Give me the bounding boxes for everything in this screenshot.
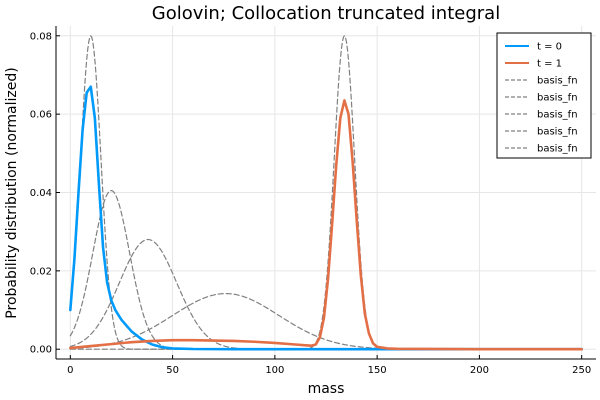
y-tick-label: 0.04 bbox=[30, 188, 52, 199]
legend-label: basis_fn bbox=[537, 76, 578, 87]
tick-labels: 0 50 100 150 200 250 0.00 0.02 0.04 0.06 0.08 bbox=[30, 31, 591, 376]
x-tick-label: 150 bbox=[368, 365, 387, 376]
x-tick-label: 200 bbox=[470, 365, 489, 376]
plot-series bbox=[69, 35, 583, 351]
chart-title: Golovin; Collocation truncated integral bbox=[152, 3, 500, 24]
legend: t = 0 t = 1 basis_fn basis_fn basis_fn basis_… bbox=[496, 32, 592, 159]
x-tick-label: 100 bbox=[265, 365, 284, 376]
legend-label: basis_fn bbox=[537, 127, 578, 138]
legend-label: t = 1 bbox=[537, 59, 562, 70]
x-tick-label: 50 bbox=[166, 365, 179, 376]
x-axis-label: mass bbox=[308, 381, 345, 397]
legend-label: basis_fn bbox=[537, 144, 578, 155]
y-axis-label: Probability distribution (normalized) bbox=[4, 67, 20, 318]
legend-box bbox=[496, 32, 592, 159]
series-line bbox=[69, 99, 583, 351]
y-tick-label: 0.00 bbox=[30, 345, 52, 356]
basis-fn-line bbox=[69, 189, 583, 350]
y-tick-label: 0.02 bbox=[30, 266, 52, 277]
x-tick-label: 0 bbox=[67, 365, 73, 376]
legend-label: t = 0 bbox=[537, 42, 562, 53]
series-line bbox=[69, 85, 583, 351]
legend-label: basis_fn bbox=[537, 93, 578, 104]
y-tick-label: 0.06 bbox=[30, 110, 52, 121]
legend-label: basis_fn bbox=[537, 110, 578, 121]
x-tick-label: 250 bbox=[572, 365, 591, 376]
axes bbox=[55, 26, 596, 360]
y-tick-label: 0.08 bbox=[30, 31, 52, 42]
